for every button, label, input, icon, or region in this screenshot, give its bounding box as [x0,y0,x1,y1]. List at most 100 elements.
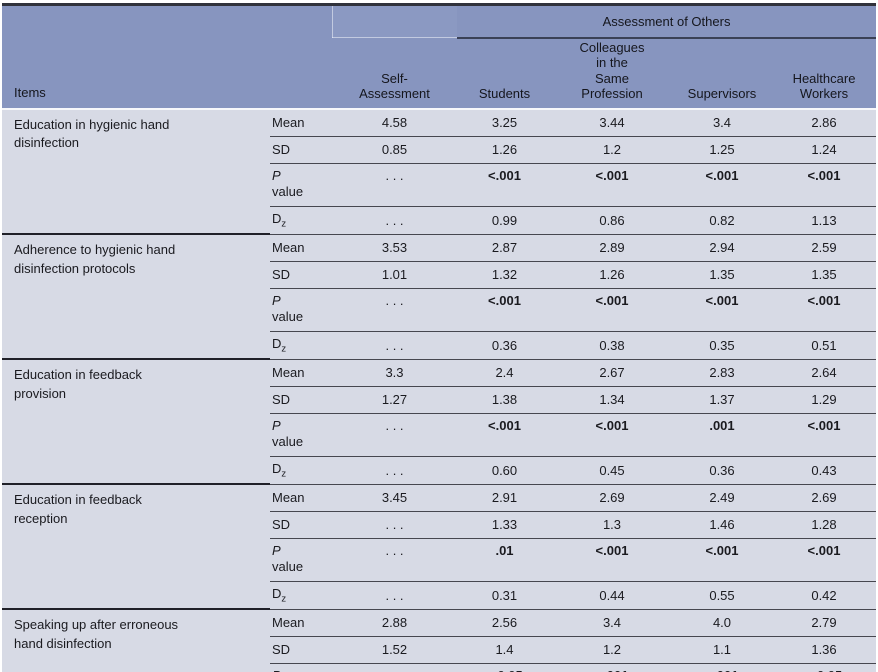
stat-label: Dz [270,206,332,235]
item-label: Education in feedback reception [2,484,270,611]
col-header-colleagues: Colleagues in the Same Profession [552,37,672,109]
stat-label: Mean [270,234,332,262]
table-row: Adherence to hygienic hand disinfection … [2,234,877,361]
stat-label: Dz [270,581,332,610]
value-cell: 1.2 [552,136,672,164]
value-cell: . . . [332,413,457,457]
value-cell: 2.56 [457,609,552,637]
items-header: Items [2,4,270,109]
value-cell: 2.69 [772,484,877,512]
table-row: Education in feedback provision Mean 3.3 2.… [2,359,877,486]
table-body: Education in hygienic hand disinfection M… [2,107,877,672]
value-cell: 0.36 [457,331,552,360]
value-cell: 0.31 [457,581,552,610]
table-header: Items Assessment of Others Self- Assessm… [2,4,877,109]
value-cell: 0.36 [672,456,772,485]
value-cell: 1.36 [772,636,877,664]
value-cell: 0.44 [552,581,672,610]
table-row: Dz. . . 0.36 0.38 0.35 0.51 [2,331,877,360]
value-cell: <.001 [552,288,672,332]
value-cell: <.001 [772,288,877,332]
table-row: SD 1.52 1.4 1.2 1.1 1.36 [2,636,877,664]
value-cell: 1.13 [772,206,877,235]
value-cell: <.001 [457,163,552,207]
value-cell: > 0.05 [772,663,877,672]
value-cell: <.001 [672,163,772,207]
value-cell: 0.82 [672,206,772,235]
assessment-of-others-header: Assessment of Others [457,4,877,39]
self-assessment-top-cell [331,4,457,38]
value-cell: 2.94 [672,234,772,262]
value-cell: 0.35 [672,331,772,360]
value-cell: <.001 [672,663,772,672]
value-cell: 2.67 [552,359,672,387]
value-cell: <.001 [552,163,672,207]
value-cell: .01 [457,538,552,582]
value-cell: 4.0 [672,609,772,637]
item-label: Speaking up after erroneous hand disinfe… [2,609,270,672]
col-header-supervisors: Supervisors [672,37,772,109]
value-cell: <.001 [672,538,772,582]
value-cell: 0.86 [552,206,672,235]
value-cell: . . . [332,538,457,582]
value-cell: 2.86 [772,107,877,137]
value-cell: . . . [332,206,457,235]
value-cell: 1.26 [457,136,552,164]
item-label: Adherence to hygienic hand disinfection … [2,234,270,361]
value-cell: 0.55 [672,581,772,610]
value-cell: . . . [332,456,457,485]
value-cell: <.001 [552,663,672,672]
value-cell: 0.43 [772,456,877,485]
value-cell: 1.3 [552,511,672,539]
value-cell: 1.4 [457,636,552,664]
value-cell: 3.53 [332,234,457,262]
table-row: Education in hygienic hand disinfection M… [2,107,877,236]
col-header-healthcare-workers: Healthcare Workers [772,37,877,109]
value-cell: 4.58 [332,107,457,137]
value-cell: <.001 [552,538,672,582]
value-cell: 2.49 [672,484,772,512]
value-cell: .001 [672,413,772,457]
value-cell: 1.32 [457,261,552,289]
value-cell: 3.25 [457,107,552,137]
table-row: Education in feedback reception Mean 3.45 2… [2,484,877,611]
value-cell: 3.44 [552,107,672,137]
value-cell: . . . [332,288,457,332]
stat-label: Mean [270,107,332,137]
value-cell: <.001 [772,163,877,207]
value-cell: 1.34 [552,386,672,414]
col-header-self-assessment: Self- Assessment [332,37,457,109]
table-row: SD 1.01 1.32 1.26 1.35 1.35 [2,261,877,289]
value-cell: . . . [332,331,457,360]
item-label: Education in feedback provision [2,359,270,486]
value-cell: <.001 [552,413,672,457]
value-cell: 2.79 [772,609,877,637]
value-cell: 1.24 [772,136,877,164]
value-cell: 0.85 [332,136,457,164]
value-cell: 2.64 [772,359,877,387]
value-cell: 1.46 [672,511,772,539]
value-cell: 1.2 [552,636,672,664]
table-row: SD 0.85 1.26 1.2 1.25 1.24 [2,136,877,164]
value-cell: 1.38 [457,386,552,414]
value-cell: 1.35 [772,261,877,289]
value-cell: 0.42 [772,581,877,610]
value-cell: 2.88 [332,609,457,637]
value-cell: 2.59 [772,234,877,262]
value-cell: 1.37 [672,386,772,414]
value-cell: 1.01 [332,261,457,289]
value-cell: 1.26 [552,261,672,289]
value-cell: 0.45 [552,456,672,485]
value-cell: 0.38 [552,331,672,360]
value-cell: 0.99 [457,206,552,235]
value-cell: 0.51 [772,331,877,360]
